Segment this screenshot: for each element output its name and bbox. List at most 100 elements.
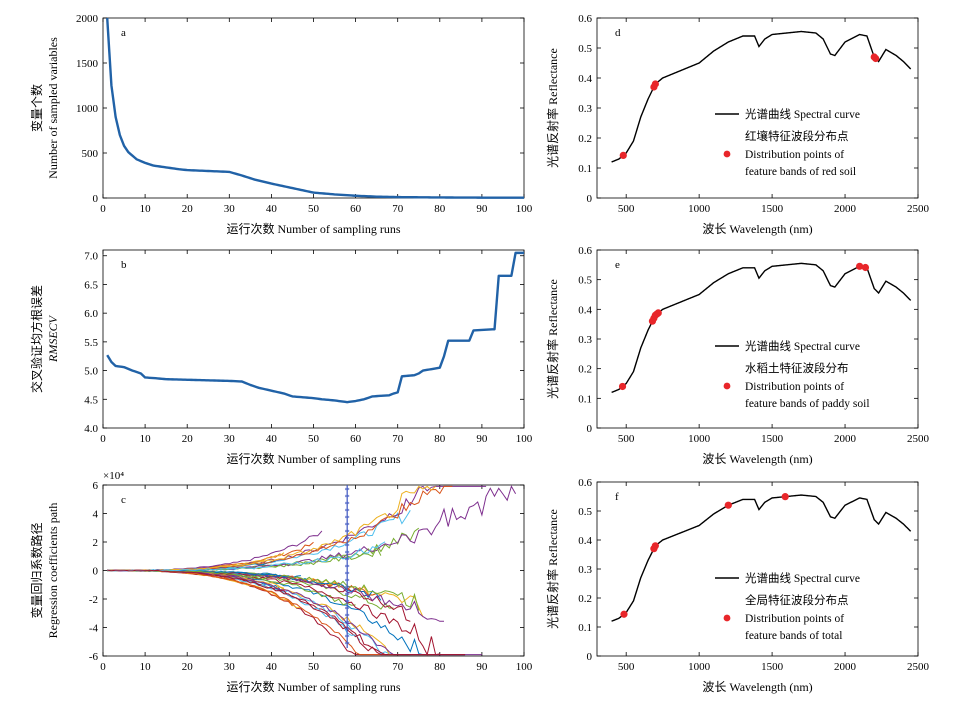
marker-asterisk: * (344, 534, 350, 546)
panel-b: 0 10 20 30 40 50 60 70 80 90 100 4.0 4.5 5.0 5.5 6.0 6.5… (29, 249, 533, 466)
feature-band-point (651, 542, 659, 550)
feature-band-point (872, 54, 880, 63)
y-tick-label: 0.1 (578, 163, 592, 175)
panel-a: 0 10 20 30 40 50 60 70 80 90 1000500100015002000a运… (29, 13, 533, 236)
x-tick-label: 20 (182, 661, 194, 673)
marker-asterisk: * (344, 520, 350, 532)
x-tick-label: 0 (100, 433, 106, 445)
y-tick-label: 0.1 (578, 393, 592, 405)
feature-band-point (620, 610, 628, 618)
y-tick-label: 1000 (76, 103, 99, 115)
plot-frame (102, 249, 525, 429)
x-tick-label: 30 (224, 661, 236, 673)
y-tick-label: 0.2 (578, 364, 592, 376)
feature-band-point (618, 382, 627, 391)
x-tick-label: 500 (618, 433, 635, 445)
series-line (106, 251, 524, 404)
y-tick-label: 0.4 (578, 535, 592, 547)
marker-asterisk: * (344, 555, 350, 567)
coefficient-path (107, 569, 386, 656)
x-tick-label: 60 (350, 433, 362, 445)
y-tick-label: 4 (93, 509, 99, 521)
y-tick-label: 0 (587, 651, 593, 663)
y-tick-label: 0.6 (578, 13, 592, 25)
coefficient-path (107, 485, 436, 572)
marker-asterisk: * (344, 625, 350, 637)
x-tick-label: 2500 (907, 433, 930, 445)
y-tick-label: 6 (93, 480, 99, 492)
x-tick-label: 80 (434, 203, 446, 215)
feature-band-point (856, 262, 864, 270)
x-tick-label: 40 (266, 433, 278, 445)
y-axis-label: 交叉验证均方根误差 (29, 285, 44, 393)
legend-point-swatch (723, 382, 731, 390)
x-tick-label: 1500 (761, 661, 784, 673)
marker-asterisk: * (344, 639, 350, 651)
panel-label: b (121, 259, 127, 271)
x-tick-label: 20 (182, 433, 194, 445)
exponent-label: ×10⁴ (103, 470, 124, 482)
coefficient-path (107, 485, 517, 572)
marker-asterisk: * (344, 597, 350, 609)
x-tick-label: 50 (308, 433, 320, 445)
x-tick-label: 2500 (907, 203, 930, 215)
panel-c: 0 10 20 30 40 50 60 70 80 90 100 -6 -4 -2 0 2 4 6 c 运行次数 Nu… (29, 470, 533, 694)
legend-point-label-1: Distribution points of (745, 149, 844, 161)
x-axis-label: 波长 Wavelength (nm) (702, 222, 812, 236)
y-tick-label: 0.5 (578, 506, 592, 518)
marker-asterisk: * (344, 632, 350, 644)
x-axis-label: 运行次数 Number of sampling runs (227, 221, 401, 236)
y-tick-label: -4 (89, 623, 99, 635)
x-tick-label: 1000 (688, 203, 711, 215)
x-tick-label: 60 (350, 203, 362, 215)
legend-point-label-2: feature bands of total (745, 630, 842, 642)
x-tick-label: 70 (392, 203, 404, 215)
coefficient-path (107, 569, 394, 610)
plot-frame (102, 17, 525, 199)
legend-line-label: 光谱曲线 Spectral curve (745, 571, 860, 585)
y-tick-label: -6 (89, 651, 99, 663)
panel-e: 500 1000 1500 2000 2500 0 0.1 0.2 0.3 0.4 0.5 0.6 e 波… (545, 245, 930, 466)
legend-heading: 红壤特征波段分布点 (745, 129, 849, 143)
coefficient-path (107, 569, 466, 656)
x-tick-label: 2500 (907, 661, 930, 673)
y-tick-label: 4.0 (84, 423, 98, 435)
x-tick-label: 10 (140, 433, 152, 445)
x-tick-label: 20 (182, 203, 194, 215)
feature-band-point (861, 263, 870, 272)
x-tick-label: 500 (618, 661, 635, 673)
marker-asterisk: * (344, 541, 350, 553)
coefficient-path (107, 569, 466, 656)
y-tick-label: 0.2 (578, 133, 592, 145)
y-tick-label: 0.5 (578, 43, 592, 55)
marker-asterisk: * (344, 548, 350, 560)
marker-asterisk: * (344, 618, 350, 630)
panel-d: 500 1000 1500 2000 2500 0 0.1 0.2 0.3 0.4 0.5 0.6 d 波… (545, 13, 930, 236)
x-tick-label: 40 (266, 203, 278, 215)
x-tick-label: 2000 (834, 433, 857, 445)
y-tick-label: 1500 (76, 58, 99, 70)
y-tick-label: 0 (93, 193, 99, 205)
y-axis-label: Regression coefficients path (46, 503, 60, 639)
x-tick-label: 1500 (761, 433, 784, 445)
legend-line-label: 光谱曲线 Spectral curve (745, 339, 860, 353)
x-tick-label: 70 (392, 433, 404, 445)
y-axis-label: 变量个数 (29, 84, 44, 132)
y-tick-label: 0.4 (578, 73, 592, 85)
marker-asterisk: * (344, 485, 350, 497)
marker-asterisk: * (344, 583, 350, 595)
x-tick-label: 60 (350, 661, 362, 673)
coefficient-path (107, 569, 411, 656)
x-axis-label: 运行次数 Number of sampling runs (227, 451, 401, 466)
legend-point-swatch (723, 614, 731, 622)
y-tick-label: 0.6 (578, 477, 592, 489)
panel-f: 500 1000 1500 2000 2500 0 0.1 0.2 0.3 0.4 0.5 0.6 f 波… (545, 477, 930, 694)
y-axis-label: 光谱反射率 Reflectance (545, 48, 560, 168)
x-axis-label: 波长 Wavelength (nm) (702, 452, 812, 466)
legend-point-label-1: Distribution points of (745, 381, 844, 393)
y-tick-label: 0.1 (578, 622, 592, 634)
marker-asterisk: * (344, 569, 350, 581)
x-tick-label: 80 (434, 661, 446, 673)
legend-heading: 水稻土特征波段分布 (745, 361, 849, 375)
y-tick-label: 0.3 (578, 103, 592, 115)
